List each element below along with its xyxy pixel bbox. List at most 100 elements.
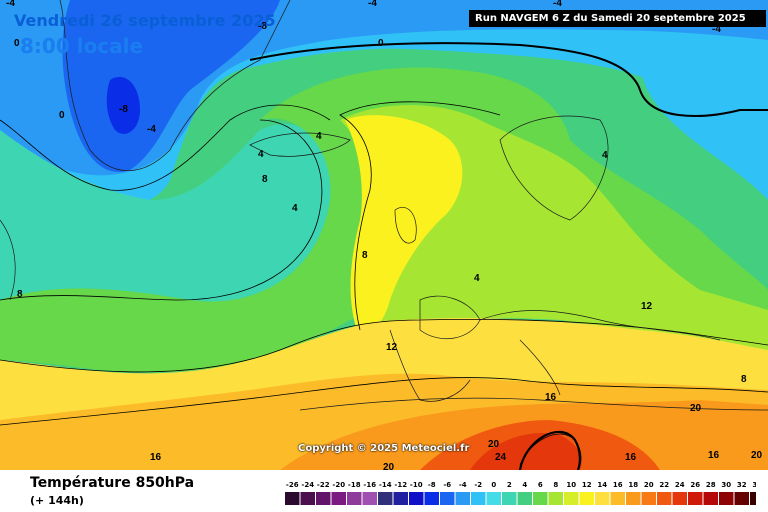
- legend-swatch: [285, 492, 300, 505]
- forecast-time-title: 8:00 locale: [20, 34, 144, 58]
- legend-tick-label: -12: [394, 481, 407, 489]
- contour-label: 4: [316, 131, 322, 142]
- legend-tick-label: 26: [690, 481, 700, 489]
- forecast-date-title: Vendredi 26 septembre 2025: [14, 11, 276, 30]
- coastlines: [0, 0, 768, 411]
- legend-swatch: [750, 492, 765, 505]
- legend-tick-label: -10: [410, 481, 423, 489]
- contour-label: 20: [488, 439, 500, 450]
- contour-label: -4: [553, 0, 562, 9]
- legend-tick-label: 28: [706, 481, 716, 489]
- legend-tick-label: -2: [474, 481, 482, 489]
- legend-tick-label: -18: [348, 481, 361, 489]
- legend-tick-label: 14: [597, 481, 607, 489]
- contour-label: 20: [751, 450, 763, 461]
- legend-tick-label: 18: [628, 481, 638, 489]
- legend-tick-label: 30: [721, 481, 731, 489]
- legend-swatch: [734, 492, 749, 505]
- legend-tick-label: -14: [379, 481, 392, 489]
- legend-swatch: [471, 492, 486, 505]
- legend-swatch: [548, 492, 563, 505]
- contour-label: -8: [258, 21, 267, 32]
- legend-tick-label: 10: [566, 481, 576, 489]
- legend-tick-label: 0: [491, 481, 496, 489]
- legend-tick-label: 32: [737, 481, 747, 489]
- legend-tick-label: -4: [459, 481, 467, 489]
- legend-swatch: [316, 492, 331, 505]
- contour-label: 8: [262, 174, 268, 185]
- contour-label: -4: [712, 24, 721, 35]
- color-legend: -26 -24 -22 -20 -18 -16 -14 -12 -10 -8 -6 -4 -2 0 2 4 6 8…: [256, 478, 765, 508]
- legend-tick-label: -16: [363, 481, 376, 489]
- contour-label: 4: [258, 149, 264, 160]
- zero-isotherm: [249, 42, 768, 117]
- contour-label: -4: [368, 0, 377, 9]
- contour-label: 24: [495, 452, 507, 463]
- legend-swatch: [440, 492, 455, 505]
- model-run-label: Run NAVGEM 6 Z du Samedi 20 septembre 20…: [469, 10, 766, 27]
- legend-tick-label: 8: [553, 481, 558, 489]
- legend-swatch: [409, 492, 424, 505]
- contour-label: 4: [292, 203, 298, 214]
- legend-tick-label: 22: [659, 481, 669, 489]
- isotherm-24: [518, 430, 581, 470]
- legend-swatch: [641, 492, 656, 505]
- contour-label: 4: [474, 273, 480, 284]
- contour-label: 20: [690, 403, 702, 414]
- legend-swatch: [331, 492, 346, 505]
- legend-swatch: [719, 492, 734, 505]
- contour-label: -4: [6, 0, 15, 9]
- legend-swatch: [688, 492, 703, 505]
- contour-label: 8: [741, 374, 747, 385]
- temperature-map: -4 -8 -4 0 0 -8 0 -4 -4 -4 4 4 8 4 4 8 4…: [0, 0, 768, 470]
- legend-tick-label: 4: [522, 481, 527, 489]
- legend-swatch: [300, 492, 315, 505]
- legend-tick-label: 16: [613, 481, 623, 489]
- legend-swatch: [626, 492, 641, 505]
- contour-label: 20: [383, 462, 395, 470]
- contour-labels: -4 -8 -4 0 0 -8 0 -4 -4 -4 4 4 8 4 4 8 4…: [6, 0, 763, 470]
- contour-label: 8: [362, 250, 368, 261]
- legend-tick-label: -22: [317, 481, 330, 489]
- legend-tick-label: -24: [301, 481, 314, 489]
- legend-tick-label: 12: [582, 481, 592, 489]
- copyright-text: Copyright © 2025 Meteociel.fr: [298, 443, 470, 454]
- legend-tick-label: 34: [752, 481, 756, 489]
- atlantic-trough: [0, 123, 332, 302]
- legend-swatch: [486, 492, 501, 505]
- contour-label: 4: [602, 150, 608, 161]
- legend-swatch: [610, 492, 625, 505]
- legend-swatch: [393, 492, 408, 505]
- contour-label: 8: [17, 289, 23, 300]
- legend-tick-label: -8: [428, 481, 436, 489]
- contour-label: 12: [386, 342, 398, 353]
- legend-swatch: [502, 492, 517, 505]
- contour-label: 16: [625, 452, 637, 463]
- lead-time-label: (+ 144h): [30, 494, 84, 507]
- legend-tick-label: 20: [644, 481, 654, 489]
- parameter-title: Température 850hPa: [30, 475, 195, 491]
- legend-tick-label: -20: [332, 481, 345, 489]
- legend-swatch: [455, 492, 470, 505]
- legend-tick-label: 2: [507, 481, 512, 489]
- legend-tick-label: -6: [443, 481, 451, 489]
- contour-label: 16: [708, 450, 720, 461]
- legend-swatch: [703, 492, 718, 505]
- yellow-tongue: [345, 115, 463, 341]
- contour-label: -4: [147, 124, 156, 135]
- contour-label: 0: [59, 110, 65, 121]
- legend-swatch: [378, 492, 393, 505]
- contour-label: 0: [14, 38, 20, 49]
- legend-tick-label: -26: [286, 481, 299, 489]
- legend-tick-label: 6: [538, 481, 543, 489]
- legend-tick-label: 24: [675, 481, 685, 489]
- legend-swatch: [362, 492, 377, 505]
- legend-swatch: [347, 492, 362, 505]
- contour-label: 0: [378, 38, 384, 49]
- legend-swatch: [517, 492, 532, 505]
- legend-swatch: [533, 492, 548, 505]
- contour-label: 16: [545, 392, 557, 403]
- east-cold-area: [640, 40, 768, 200]
- greenland-core: [106, 76, 140, 134]
- legend-swatch: [672, 492, 687, 505]
